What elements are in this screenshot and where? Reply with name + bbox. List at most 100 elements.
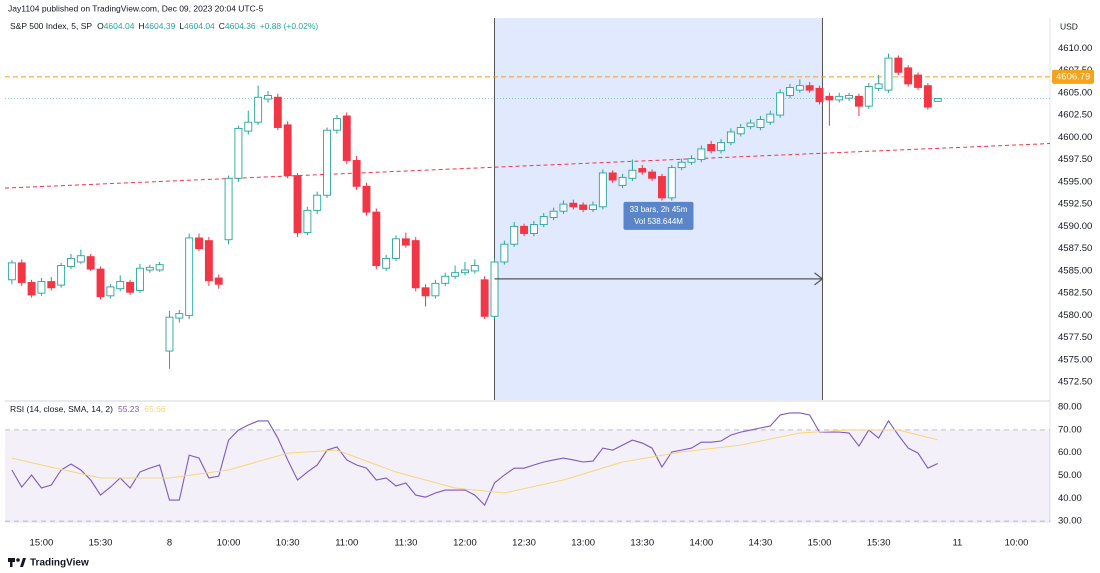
candle-body [303, 209, 312, 234]
measure-label: 33 bars, 2h 45m [630, 205, 688, 214]
candle-body [273, 96, 282, 128]
rsi-tick-label: 30.00 [1058, 516, 1082, 527]
candle-body [805, 85, 814, 91]
candle-body [569, 202, 578, 208]
candle-body [717, 142, 725, 152]
candle-body [165, 316, 174, 352]
price-legend: S&P 500 Index, 5, SP O4604.04 H4604.39 L460… [10, 21, 318, 31]
legend-key: C [219, 21, 225, 31]
rsi-line [11, 412, 938, 507]
candle-body [254, 96, 263, 123]
trend-line [4, 143, 1051, 189]
candle-body [106, 286, 115, 297]
candle-body [677, 161, 686, 169]
candle-body [835, 95, 844, 101]
y-tick-label: 4572.50 [1058, 377, 1092, 388]
x-tick-label: 15:30 [89, 538, 113, 549]
candle-body [854, 95, 863, 107]
candle-body [264, 95, 272, 100]
rsi-legend: RSI (14, close, SMA, 14, 2) 55.23 65.66 [10, 404, 166, 414]
candle-body [795, 85, 804, 91]
candle-body [815, 87, 824, 103]
candle-body [214, 277, 223, 285]
candle-body [667, 167, 676, 199]
candle-body [244, 121, 253, 132]
x-tick-label: 11:30 [394, 538, 417, 549]
candle-body [401, 238, 410, 246]
candle-body [283, 124, 292, 177]
candle-body [86, 256, 95, 270]
legend-value: 4604.04 [104, 21, 135, 31]
legend-value: 4604.36 [225, 21, 256, 31]
candle-body [480, 279, 489, 317]
measure-tooltip [623, 201, 694, 230]
candle-body [441, 275, 450, 284]
candle-body [392, 238, 400, 259]
candle-body [372, 211, 381, 266]
measure-arrowhead [814, 272, 824, 286]
candle-body [874, 83, 883, 89]
candle-body [96, 268, 105, 298]
candle-body [37, 281, 46, 294]
candle-body [589, 204, 597, 210]
y-tick-label: 4582.50 [1058, 288, 1092, 299]
x-tick-label: 14:00 [689, 538, 713, 549]
candle-body [520, 225, 529, 234]
candle-body [431, 282, 440, 297]
x-tick-label: 12:00 [453, 538, 477, 549]
candle-body [726, 131, 735, 144]
candle-body [648, 171, 657, 179]
candle-body [746, 122, 755, 128]
candle-body [382, 257, 391, 269]
x-tick-label: 12:30 [512, 538, 536, 549]
candle-body [17, 262, 26, 283]
candle-body [175, 313, 184, 319]
x-tick-label: 15:30 [867, 538, 891, 549]
candle-body [126, 282, 135, 293]
y-tick-label: 4610.00 [1058, 43, 1092, 54]
candle-body [195, 237, 203, 250]
candle-body [342, 115, 351, 161]
candle-body [923, 85, 932, 108]
x-tick-label: 13:30 [630, 538, 654, 549]
x-tick-label: 11:00 [335, 538, 358, 549]
candle-body [529, 224, 538, 234]
legend-key: O [97, 21, 104, 31]
candle-body [204, 240, 213, 282]
candle-body [766, 113, 775, 123]
rsi-tick-label: 40.00 [1058, 493, 1082, 504]
y-tick-label: 4600.00 [1058, 132, 1092, 143]
candle-body [500, 243, 509, 263]
rsi-title: RSI (14, close, SMA, 14, 2) [10, 404, 113, 414]
candle-body [47, 281, 56, 289]
legend-key: L [179, 21, 184, 31]
measure-volume: Vol 538.644M [634, 217, 683, 226]
candle-body [549, 210, 558, 218]
candle-body [293, 175, 302, 234]
y-tick-label: 4605.00 [1058, 87, 1092, 98]
rsi-tick-label: 80.00 [1058, 402, 1082, 413]
candle-body [323, 129, 332, 196]
y-tick-label: 4597.50 [1058, 154, 1092, 165]
x-tick-label: 8 [167, 538, 172, 549]
candle-body [67, 257, 75, 267]
candle-body [470, 265, 479, 272]
candle-body [510, 225, 519, 245]
candle-body [608, 172, 617, 181]
candle-body [313, 194, 322, 211]
candle-body [421, 287, 430, 297]
candle-body [756, 119, 765, 128]
y-tick-label: 4595.00 [1058, 176, 1092, 187]
candle-body [76, 255, 85, 263]
candle-body [736, 127, 745, 135]
candle-body [451, 272, 460, 277]
rsi-tick-label: 50.00 [1058, 470, 1082, 481]
legend-value: 4604.39 [145, 21, 176, 31]
price-label-box [1052, 69, 1094, 84]
legend-change: +0.88 (+0.02%) [260, 21, 319, 31]
y-tick-label: 4580.00 [1058, 310, 1092, 321]
candle-body [933, 98, 942, 102]
legend-key: H [138, 21, 144, 31]
publisher: Jay1104 published on TradingView.com, De… [8, 3, 264, 13]
